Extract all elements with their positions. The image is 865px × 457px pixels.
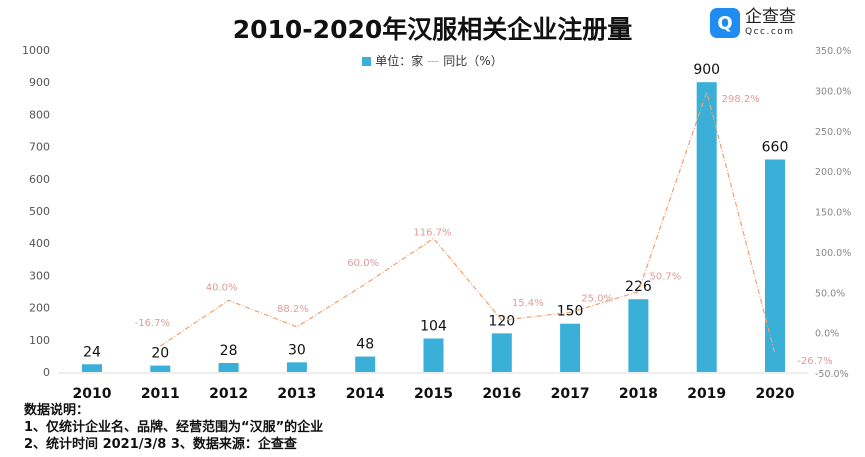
bar [560, 323, 581, 372]
bar-value-label: 120 [488, 313, 515, 329]
x-axis-tick: 2017 [551, 386, 590, 402]
x-axis-tick: 2015 [414, 386, 453, 402]
yoy-label: 25.0% [581, 293, 613, 304]
chart-title: 2010-2020年汉服相关企业注册量 [232, 15, 633, 44]
left-axis-tick: 1000 [22, 44, 50, 57]
bar [286, 362, 307, 372]
bar-value-label: 28 [220, 343, 238, 359]
note-line: 2、统计时间 2021/3/8 3、数据来源：企查查 [24, 437, 297, 452]
left-axis-tick: 0 [43, 366, 50, 379]
yoy-label: 40.0% [206, 282, 238, 293]
left-axis-tick: 400 [29, 237, 50, 250]
bar-value-label: 900 [693, 62, 720, 78]
right-axis-tick: 200.0% [815, 167, 851, 178]
bar [150, 365, 171, 372]
logo-mark-icon: Q [710, 8, 740, 38]
yoy-label: 88.2% [277, 304, 309, 315]
bar [696, 82, 717, 372]
bar [423, 338, 444, 372]
bar-value-label: 660 [762, 139, 789, 155]
x-axis-tick: 2011 [141, 386, 180, 402]
right-axis-tick: 150.0% [815, 208, 851, 219]
yoy-label: 50.7% [650, 272, 682, 283]
legend-line-swatch [428, 61, 439, 62]
right-axis-tick: 350.0% [815, 46, 851, 57]
left-axis-tick: 300 [29, 269, 50, 282]
bar-value-label: 104 [420, 319, 447, 335]
note-line: 1、仅统计企业名、品牌、经营范围为“汉服”的企业 [24, 420, 324, 435]
x-axis-tick: 2014 [346, 386, 385, 402]
yoy-label: 60.0% [347, 258, 379, 269]
qcc-logo: Q 企查查 Qcc.com [710, 8, 796, 38]
legend-line-label: 同比（%） [443, 54, 503, 68]
left-axis-tick: 500 [29, 205, 50, 218]
left-axis-tick: 200 [29, 302, 50, 315]
bar [218, 362, 239, 372]
x-axis-tick: 2018 [619, 386, 658, 402]
bar [765, 159, 785, 372]
right-axis-tick: -50.0% [815, 369, 849, 380]
bar-value-label: 150 [557, 304, 584, 320]
bar [491, 333, 512, 372]
right-axis-tick: 0.0% [815, 329, 839, 340]
left-axis-tick: 100 [29, 334, 50, 347]
bar [628, 299, 649, 372]
yoy-label: -16.7% [135, 318, 170, 329]
bar-value-label: 30 [288, 342, 306, 358]
yoy-label: 298.2% [722, 94, 760, 105]
logo-text: 企查查 [745, 7, 796, 27]
bar [82, 364, 102, 372]
x-axis-tick: 2013 [277, 386, 316, 402]
legend-bar-label: 单位：家 [375, 54, 424, 68]
bar [355, 356, 376, 372]
legend-bar-swatch [362, 57, 372, 66]
yoy-label: 116.7% [413, 227, 451, 238]
yoy-label: -26.7% [797, 356, 832, 367]
yoy-label: 15.4% [512, 298, 544, 309]
x-axis-tick: 2019 [687, 386, 726, 402]
yoy-line [159, 89, 776, 355]
right-axis-tick: 50.0% [815, 288, 845, 299]
x-axis-tick: 2010 [73, 386, 112, 402]
x-axis-tick: 2016 [482, 386, 521, 402]
left-axis-tick: 700 [29, 141, 50, 154]
left-axis-tick: 600 [29, 173, 50, 186]
bar-value-label: 48 [356, 337, 374, 353]
right-axis-tick: 300.0% [815, 86, 851, 97]
note-line: 数据说明： [24, 403, 90, 418]
left-axis-tick: 800 [29, 108, 50, 121]
bar-value-label: 226 [625, 279, 652, 295]
bar-value-label: 20 [151, 346, 169, 362]
right-axis-tick: 100.0% [815, 248, 851, 259]
bar-value-label: 24 [83, 344, 101, 360]
data-notes: 数据说明： 1、仅统计企业名、品牌、经营范围为“汉服”的企业 2、统计时间 20… [24, 402, 323, 453]
x-axis-tick: 2012 [209, 386, 248, 402]
logo-domain: Qcc.com [745, 27, 795, 37]
legend: 单位：家 同比（%） [0, 52, 865, 69]
x-axis-tick: 2020 [756, 386, 795, 402]
right-axis-tick: 250.0% [815, 127, 851, 138]
left-axis-tick: 900 [29, 76, 50, 89]
